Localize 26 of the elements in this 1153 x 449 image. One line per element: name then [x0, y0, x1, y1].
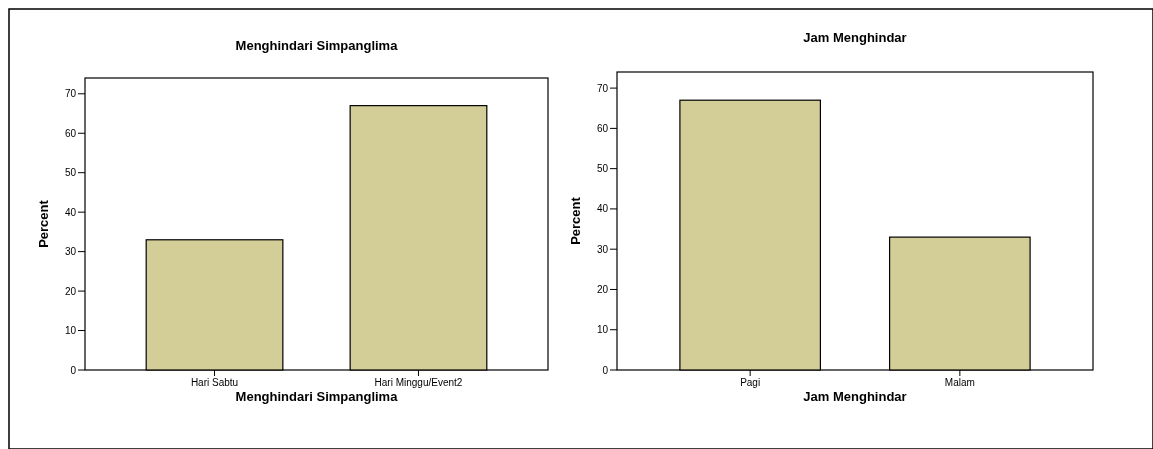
- y-tick-label: 10: [596, 324, 609, 336]
- y-tick-label: 50: [64, 167, 77, 179]
- x-axis-title: Menghindari Simpanglima: [235, 389, 399, 404]
- y-axis-title: Percent: [568, 196, 583, 245]
- chart-title: Jam Menghindar: [803, 30, 907, 45]
- x-tick-label: Hari Minggu/Event2: [374, 377, 463, 388]
- y-tick-label: 30: [64, 246, 77, 258]
- x-axis-title: Jam Menghindar: [803, 389, 907, 404]
- chart-title: Menghindari Simpanglima: [235, 38, 399, 53]
- y-tick-label: 60: [64, 127, 77, 139]
- y-tick-label: 40: [596, 203, 609, 215]
- y-tick-label: 70: [596, 82, 609, 94]
- y-tick-label: 60: [596, 122, 609, 134]
- y-tick-label: 40: [64, 206, 77, 218]
- y-tick-label: 70: [64, 88, 77, 100]
- y-tick-label: 50: [596, 163, 609, 175]
- y-tick-label: 0: [70, 364, 77, 376]
- y-tick-label: 20: [64, 285, 77, 297]
- y-tick-label: 30: [596, 243, 609, 255]
- y-tick-label: 0: [602, 364, 609, 376]
- y-tick-label: 10: [64, 325, 77, 337]
- x-tick-label: Malam: [944, 377, 975, 388]
- x-tick-label: Hari Sabtu: [190, 377, 239, 388]
- x-tick-label: Pagi: [740, 377, 761, 388]
- y-axis-title: Percent: [36, 199, 51, 248]
- y-tick-label: 20: [596, 283, 609, 295]
